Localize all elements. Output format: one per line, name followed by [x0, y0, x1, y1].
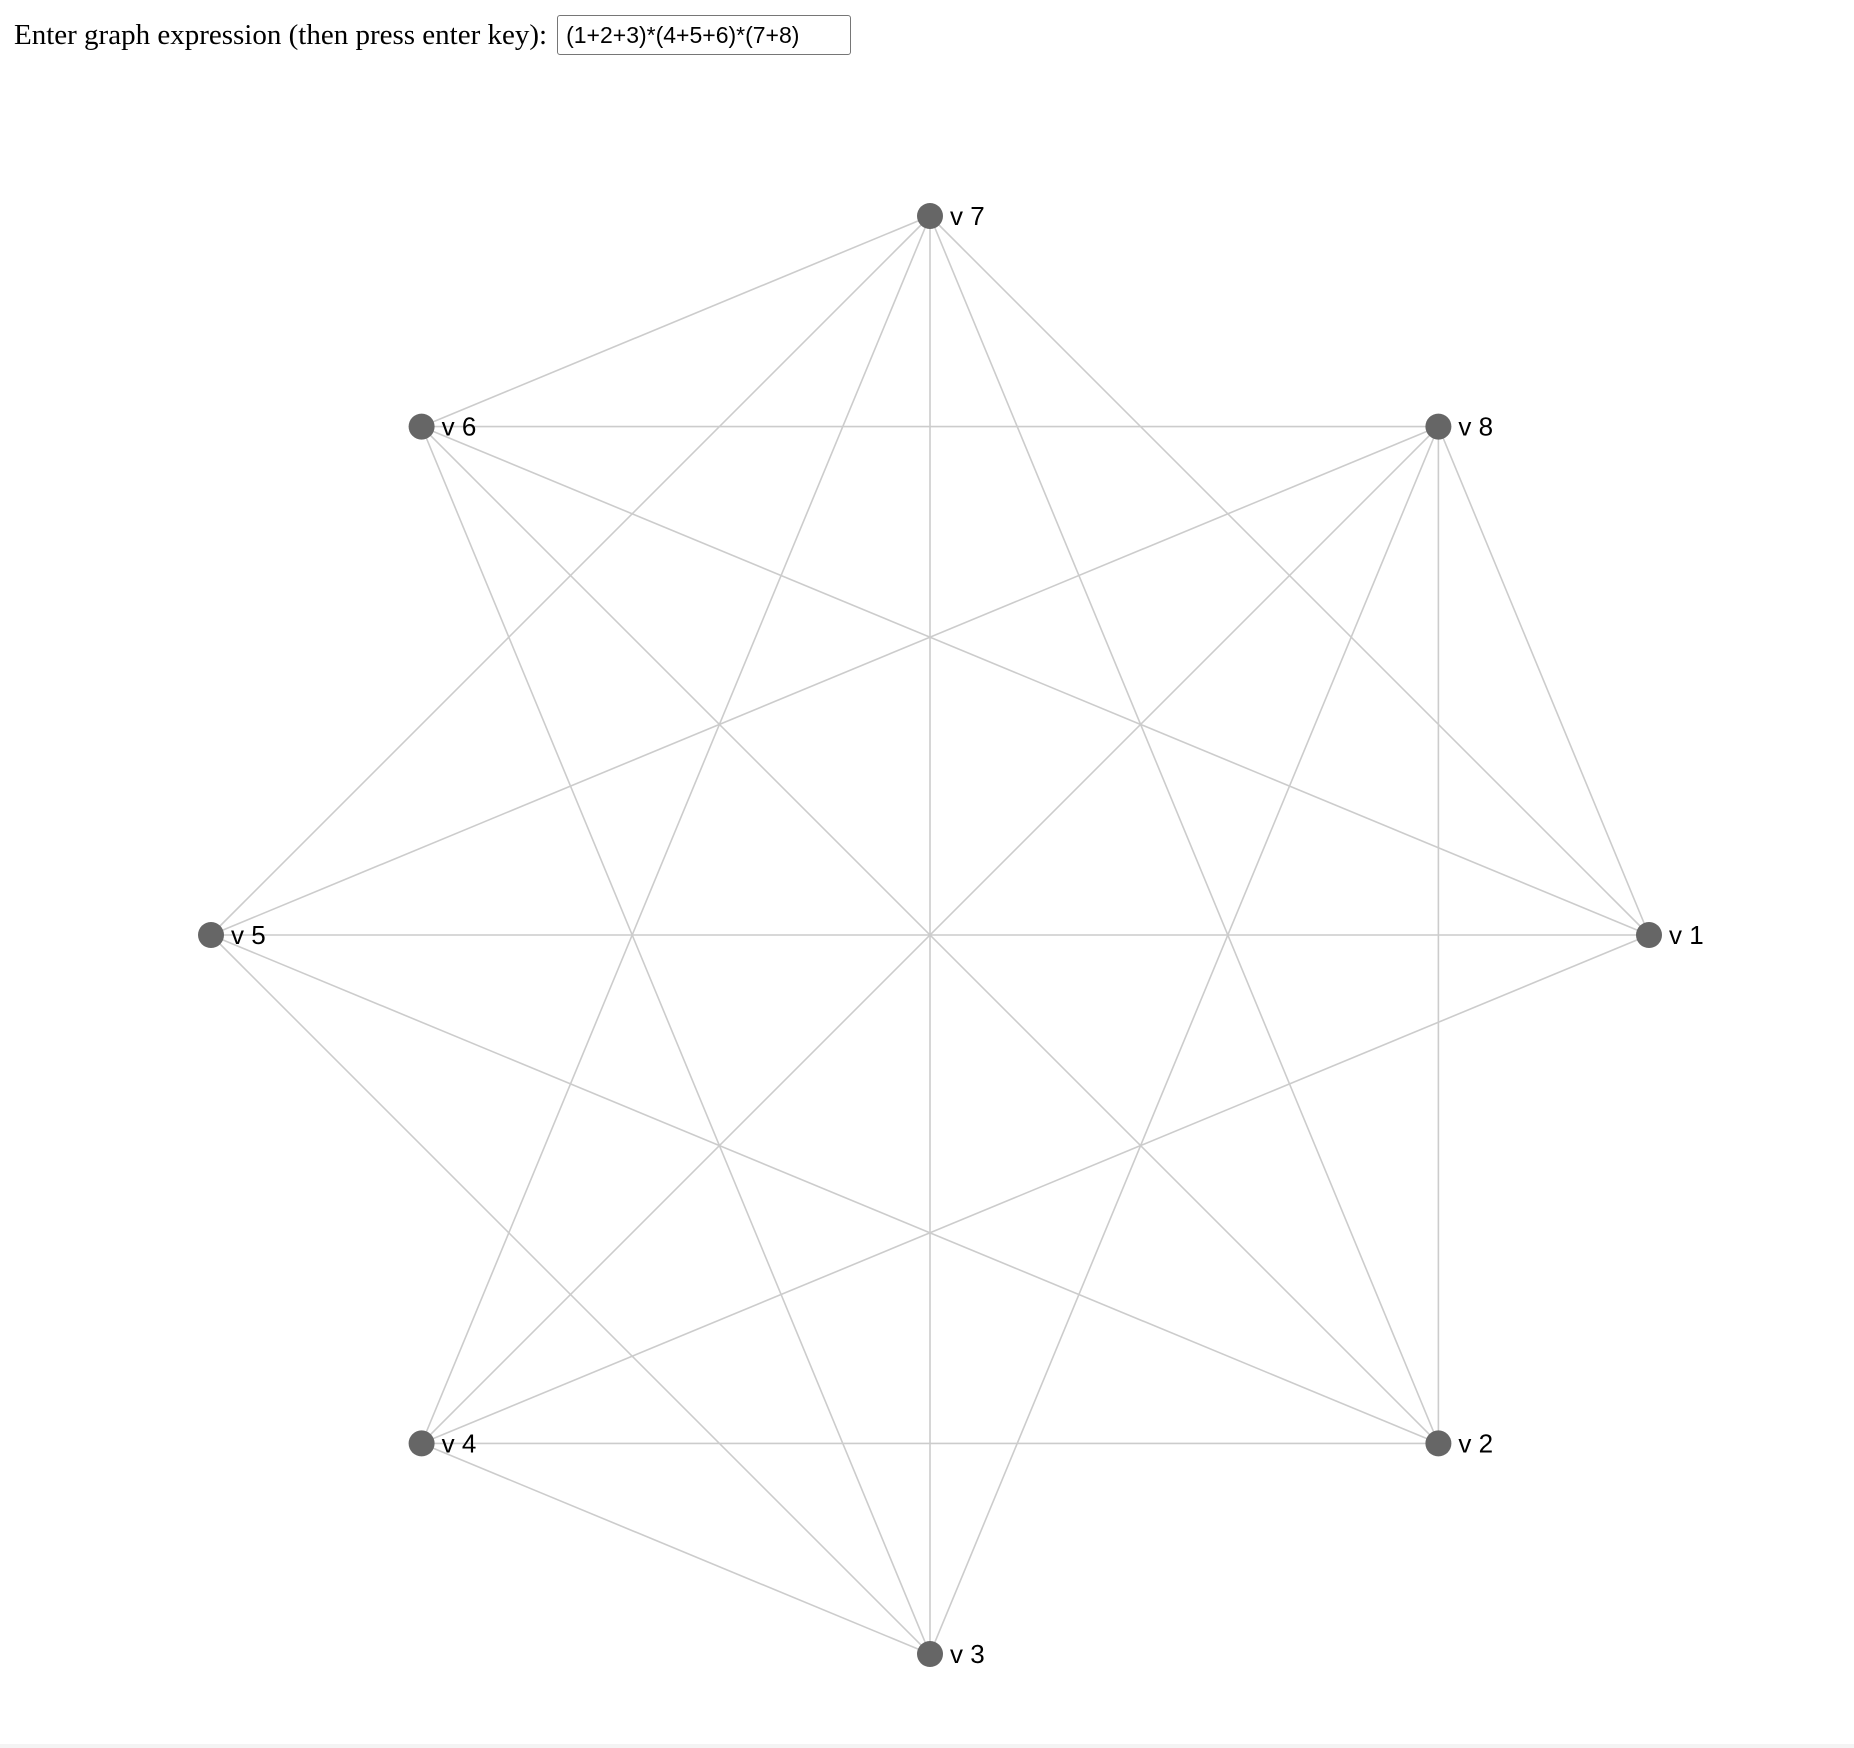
edge-v1-v6: [421, 425, 1650, 936]
expression-prompt-row: Enter graph expression (then press enter…: [14, 14, 852, 56]
node-v3[interactable]: [917, 1641, 943, 1667]
expression-prompt-label: Enter graph expression (then press enter…: [14, 18, 548, 51]
node-label-v2: v 2: [1458, 1428, 1493, 1458]
edge-v3-v4: [421, 1442, 931, 1655]
node-v4[interactable]: [408, 1430, 435, 1457]
edge-v2-v5: [210, 934, 1439, 1445]
edge-v4-v8: [421, 426, 1439, 1444]
edge-v3-v6: [420, 426, 931, 1655]
edge-v5-v8: [210, 425, 1439, 936]
node-label-v5: v 5: [231, 920, 266, 950]
bottom-divider: [0, 1744, 1854, 1748]
edge-v5-v7: [210, 215, 931, 936]
edge-v4-v7: [420, 215, 931, 1444]
node-v2[interactable]: [1425, 1430, 1452, 1457]
graph-expression-input[interactable]: [557, 15, 852, 55]
node-label-v4: v 4: [442, 1428, 477, 1458]
node-label-v7: v 7: [950, 201, 985, 231]
node-label-v1: v 1: [1669, 920, 1704, 950]
node-v7[interactable]: [917, 203, 943, 229]
edge-v2-v7: [929, 215, 1440, 1444]
node-label-v8: v 8: [1458, 412, 1493, 442]
graph-edges: [210, 215, 1650, 1655]
node-v1[interactable]: [1636, 922, 1662, 948]
edge-v6-v7: [421, 215, 931, 428]
node-label-v3: v 3: [950, 1639, 985, 1669]
edge-v1-v4: [421, 934, 1650, 1445]
node-v5[interactable]: [198, 922, 224, 948]
edge-v1-v8: [1437, 426, 1650, 936]
graph-nodes: v 1 v 2 v 3 v 4 v 5 v 6 v 7 v 8: [198, 201, 1704, 1669]
edge-v3-v8: [929, 426, 1440, 1655]
node-label-v6: v 6: [442, 412, 477, 442]
node-v8[interactable]: [1425, 413, 1452, 440]
node-v6[interactable]: [408, 413, 435, 440]
